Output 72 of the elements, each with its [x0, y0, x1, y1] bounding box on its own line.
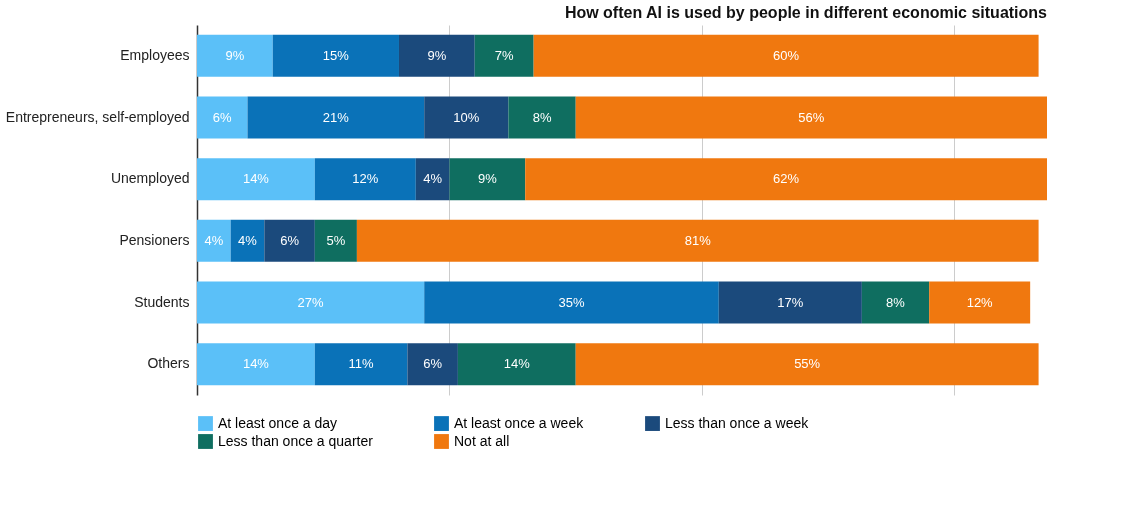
- legend-label: Less than once a quarter: [218, 432, 374, 449]
- bar: [197, 219, 231, 262]
- bar: [718, 281, 862, 324]
- data-label: 5%: [326, 232, 346, 248]
- data-label: 4%: [204, 232, 224, 248]
- data-label: 81%: [684, 232, 712, 248]
- data-label: 62%: [773, 171, 800, 187]
- y-tick-label: Students: [134, 293, 190, 310]
- data-label: 14%: [242, 171, 270, 187]
- bar: [424, 281, 719, 324]
- bar: [457, 343, 576, 386]
- y-tick-label: Others: [147, 355, 190, 372]
- data-label: 6%: [212, 109, 233, 125]
- data-label: 14%: [503, 356, 531, 372]
- legend-label: Not at all: [454, 432, 510, 449]
- data-label: 6%: [423, 356, 443, 372]
- bar: [197, 158, 315, 201]
- data-label: 7%: [494, 47, 515, 63]
- data-label: 55%: [794, 356, 821, 372]
- bar: [264, 219, 315, 262]
- legend-label: At least once a day: [218, 414, 338, 431]
- data-label: 9%: [427, 47, 447, 63]
- bar: [861, 281, 930, 324]
- bar: [314, 219, 357, 262]
- bar: [314, 343, 408, 386]
- chart-title: How often AI is used by people in different economic situations: [564, 4, 1048, 21]
- bar: [525, 158, 1047, 201]
- bar: [247, 96, 425, 139]
- data-label: 9%: [225, 47, 245, 63]
- data-label: 21%: [322, 109, 350, 125]
- data-label: 17%: [777, 294, 804, 310]
- bar: [230, 219, 265, 262]
- bar: [449, 158, 526, 201]
- bar: [314, 158, 416, 201]
- bar: [533, 34, 1039, 77]
- bar: [272, 34, 399, 77]
- data-label: 27%: [297, 294, 325, 310]
- data-label: 6%: [280, 232, 300, 248]
- data-label: 11%: [348, 356, 375, 372]
- legend-label: Less than once a week: [665, 414, 810, 431]
- data-label: 8%: [886, 294, 906, 310]
- bar: [197, 343, 315, 386]
- data-label: 9%: [477, 171, 498, 187]
- bar: [407, 343, 458, 386]
- data-label: 35%: [558, 294, 585, 310]
- bar: [415, 158, 450, 201]
- data-label: 4%: [423, 171, 443, 187]
- bar: [474, 34, 534, 77]
- bar: [398, 34, 475, 77]
- bar: [356, 219, 1039, 262]
- y-tick-label: Entrepreneurs, self-employed: [5, 108, 190, 125]
- bar: [424, 96, 509, 139]
- data-label: 10%: [453, 109, 480, 125]
- bar: [197, 96, 248, 139]
- data-label: 60%: [773, 47, 800, 63]
- bar: [508, 96, 576, 139]
- data-label: 4%: [238, 232, 258, 248]
- bar: [197, 281, 425, 324]
- bar: [575, 96, 1047, 139]
- bar: [575, 343, 1039, 386]
- data-label: 8%: [532, 109, 552, 125]
- y-tick-label: Pensioners: [119, 231, 190, 248]
- legend-label: At least once a week: [454, 414, 585, 431]
- bar: [197, 34, 273, 77]
- y-tick-label: Unemployed: [110, 170, 190, 187]
- data-label: 12%: [352, 171, 379, 187]
- data-label: 56%: [798, 109, 825, 125]
- data-label: 12%: [966, 294, 994, 310]
- y-tick-label: Employees: [120, 46, 190, 63]
- bar: [929, 281, 1031, 324]
- data-label: 14%: [242, 356, 270, 372]
- data-label: 15%: [322, 47, 350, 63]
